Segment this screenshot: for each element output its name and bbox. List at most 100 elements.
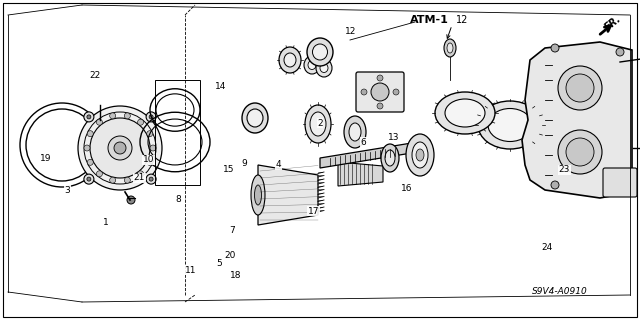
Text: 21: 21 [134,173,145,182]
Ellipse shape [307,38,333,66]
Ellipse shape [312,44,328,60]
Ellipse shape [444,39,456,57]
Circle shape [616,48,624,56]
Text: 10: 10 [143,156,154,164]
Ellipse shape [478,101,542,149]
Ellipse shape [304,56,320,74]
Text: 1: 1 [103,218,108,227]
Ellipse shape [447,43,453,53]
Text: 11: 11 [185,266,196,275]
Ellipse shape [344,116,366,148]
Circle shape [147,131,153,137]
Circle shape [616,186,624,194]
Text: 7: 7 [229,226,234,235]
Circle shape [127,196,135,204]
Circle shape [87,159,93,165]
Text: 20: 20 [225,252,236,260]
Text: 13: 13 [388,133,399,142]
Text: 16: 16 [401,184,412,193]
Circle shape [558,66,602,110]
Text: 12: 12 [456,15,468,25]
Ellipse shape [371,83,389,101]
Ellipse shape [279,47,301,73]
Text: 18: 18 [230,271,241,280]
Ellipse shape [310,112,326,136]
Text: 15: 15 [223,165,235,174]
Circle shape [566,74,594,102]
Circle shape [87,131,93,137]
Text: 14: 14 [215,82,227,91]
FancyBboxPatch shape [356,72,404,112]
Ellipse shape [316,59,332,77]
Ellipse shape [320,63,328,73]
Circle shape [149,177,153,181]
Ellipse shape [416,149,424,161]
Ellipse shape [488,108,532,141]
Text: 17: 17 [308,207,319,216]
Circle shape [114,142,126,154]
Circle shape [566,138,594,166]
Circle shape [361,89,367,95]
Circle shape [149,115,153,119]
Circle shape [108,136,132,160]
Text: 8: 8 [175,196,180,204]
Circle shape [138,119,143,125]
Circle shape [109,177,116,183]
Ellipse shape [247,109,263,127]
Circle shape [84,174,94,184]
Circle shape [150,145,156,151]
Circle shape [377,75,383,81]
Text: 9: 9 [242,159,247,168]
Circle shape [147,159,153,165]
Circle shape [87,115,91,119]
Text: 3: 3 [65,186,70,195]
Ellipse shape [385,150,395,166]
FancyBboxPatch shape [603,168,637,197]
Ellipse shape [435,92,495,134]
Circle shape [124,177,131,183]
Polygon shape [522,42,632,198]
Ellipse shape [381,144,399,172]
Text: 19: 19 [40,154,52,163]
Circle shape [97,171,102,177]
Text: 5: 5 [216,260,221,268]
Text: 22: 22 [89,71,100,80]
Ellipse shape [308,60,316,69]
Text: 23: 23 [559,165,570,174]
Text: 4: 4 [276,160,281,169]
Circle shape [124,113,131,119]
Text: 24: 24 [541,244,553,252]
Text: 2: 2 [317,119,323,128]
Ellipse shape [412,142,428,168]
Polygon shape [338,162,383,186]
Text: 6: 6 [361,138,366,147]
Circle shape [78,106,162,190]
Circle shape [393,89,399,95]
Text: 12: 12 [345,28,356,36]
Circle shape [146,112,156,122]
Ellipse shape [305,105,331,143]
Circle shape [138,171,143,177]
Ellipse shape [242,103,268,133]
Ellipse shape [251,175,265,215]
Circle shape [146,174,156,184]
Polygon shape [320,140,430,168]
Text: S9V4-A0910: S9V4-A0910 [532,287,588,297]
Circle shape [109,113,116,119]
Circle shape [551,44,559,52]
Ellipse shape [445,99,485,127]
Circle shape [84,145,90,151]
Circle shape [97,119,102,125]
Ellipse shape [284,53,296,67]
Ellipse shape [349,123,361,141]
Circle shape [558,130,602,174]
Circle shape [551,181,559,189]
Circle shape [377,103,383,109]
Text: ATM-1: ATM-1 [410,15,449,25]
Circle shape [87,177,91,181]
Polygon shape [258,165,318,225]
Ellipse shape [255,185,262,205]
Circle shape [90,118,150,178]
Ellipse shape [406,134,434,176]
Text: FR.: FR. [603,14,623,33]
